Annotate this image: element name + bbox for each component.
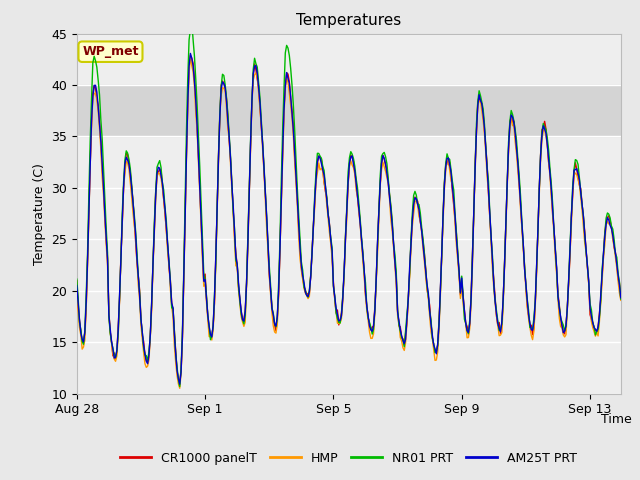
Y-axis label: Temperature (C): Temperature (C) bbox=[33, 163, 45, 264]
Title: Temperatures: Temperatures bbox=[296, 13, 401, 28]
Text: WP_met: WP_met bbox=[82, 45, 139, 58]
Bar bbox=[77, 85, 621, 136]
Legend: CR1000 panelT, HMP, NR01 PRT, AM25T PRT: CR1000 panelT, HMP, NR01 PRT, AM25T PRT bbox=[115, 447, 582, 469]
X-axis label: Time: Time bbox=[601, 413, 632, 426]
